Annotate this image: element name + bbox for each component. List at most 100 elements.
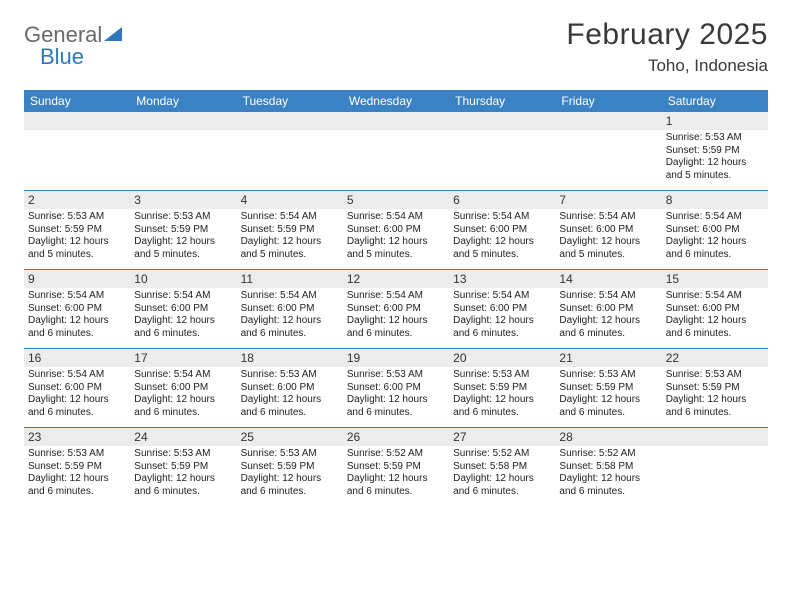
day-body	[237, 130, 343, 136]
day-body: Sunrise: 5:54 AMSunset: 6:00 PMDaylight:…	[662, 288, 768, 344]
day-cell: 11Sunrise: 5:54 AMSunset: 6:00 PMDayligh…	[237, 270, 343, 348]
day-cell: 18Sunrise: 5:53 AMSunset: 6:00 PMDayligh…	[237, 349, 343, 427]
sunrise-line: Sunrise: 5:53 AM	[134, 448, 232, 461]
sunrise-line: Sunrise: 5:53 AM	[666, 369, 764, 382]
day-body: Sunrise: 5:52 AMSunset: 5:58 PMDaylight:…	[555, 446, 661, 502]
day-body: Sunrise: 5:53 AMSunset: 5:59 PMDaylight:…	[662, 367, 768, 423]
day-cell: 6Sunrise: 5:54 AMSunset: 6:00 PMDaylight…	[449, 191, 555, 269]
day-body: Sunrise: 5:54 AMSunset: 6:00 PMDaylight:…	[237, 288, 343, 344]
sunset-line: Sunset: 6:00 PM	[666, 303, 764, 316]
day-number: 4	[237, 191, 343, 209]
calendar: Sunday Monday Tuesday Wednesday Thursday…	[24, 90, 768, 506]
day-number: 16	[24, 349, 130, 367]
location-label: Toho, Indonesia	[566, 56, 768, 76]
weekday-header-row: Sunday Monday Tuesday Wednesday Thursday…	[24, 90, 768, 112]
sunrise-line: Sunrise: 5:54 AM	[453, 211, 551, 224]
weekday-header: Tuesday	[237, 90, 343, 112]
sunrise-line: Sunrise: 5:53 AM	[241, 369, 339, 382]
sunrise-line: Sunrise: 5:54 AM	[666, 211, 764, 224]
daylight-line: Daylight: 12 hours and 6 minutes.	[241, 394, 339, 419]
daylight-line: Daylight: 12 hours and 6 minutes.	[347, 473, 445, 498]
day-body: Sunrise: 5:54 AMSunset: 6:00 PMDaylight:…	[662, 209, 768, 265]
day-number: 13	[449, 270, 555, 288]
sunset-line: Sunset: 5:58 PM	[453, 461, 551, 474]
day-body: Sunrise: 5:53 AMSunset: 6:00 PMDaylight:…	[237, 367, 343, 423]
day-number: 5	[343, 191, 449, 209]
day-cell: 12Sunrise: 5:54 AMSunset: 6:00 PMDayligh…	[343, 270, 449, 348]
weeks-container: 1Sunrise: 5:53 AMSunset: 5:59 PMDaylight…	[24, 112, 768, 506]
calendar-page: General February 2025 Toho, Indonesia Bl…	[0, 0, 792, 506]
daylight-line: Daylight: 12 hours and 5 minutes.	[666, 157, 764, 182]
day-number	[343, 112, 449, 130]
day-cell: 1Sunrise: 5:53 AMSunset: 5:59 PMDaylight…	[662, 112, 768, 190]
sunset-line: Sunset: 6:00 PM	[347, 224, 445, 237]
day-cell: 4Sunrise: 5:54 AMSunset: 5:59 PMDaylight…	[237, 191, 343, 269]
weekday-header: Thursday	[449, 90, 555, 112]
day-body: Sunrise: 5:54 AMSunset: 6:00 PMDaylight:…	[24, 367, 130, 423]
day-cell: 14Sunrise: 5:54 AMSunset: 6:00 PMDayligh…	[555, 270, 661, 348]
day-cell	[449, 112, 555, 190]
day-number	[24, 112, 130, 130]
sunrise-line: Sunrise: 5:53 AM	[28, 448, 126, 461]
day-cell: 26Sunrise: 5:52 AMSunset: 5:59 PMDayligh…	[343, 428, 449, 506]
day-number: 17	[130, 349, 236, 367]
day-cell: 22Sunrise: 5:53 AMSunset: 5:59 PMDayligh…	[662, 349, 768, 427]
title-block: February 2025 Toho, Indonesia	[566, 18, 768, 76]
sunrise-line: Sunrise: 5:54 AM	[666, 290, 764, 303]
sunset-line: Sunset: 6:00 PM	[134, 382, 232, 395]
daylight-line: Daylight: 12 hours and 6 minutes.	[666, 315, 764, 340]
week-row: 1Sunrise: 5:53 AMSunset: 5:59 PMDaylight…	[24, 112, 768, 190]
day-number: 27	[449, 428, 555, 446]
day-body	[449, 130, 555, 136]
sunset-line: Sunset: 6:00 PM	[559, 224, 657, 237]
day-body: Sunrise: 5:53 AMSunset: 5:59 PMDaylight:…	[24, 446, 130, 502]
day-number: 24	[130, 428, 236, 446]
daylight-line: Daylight: 12 hours and 6 minutes.	[347, 394, 445, 419]
day-body: Sunrise: 5:54 AMSunset: 6:00 PMDaylight:…	[449, 288, 555, 344]
logo-word-2: Blue	[40, 44, 84, 70]
day-number: 11	[237, 270, 343, 288]
sunrise-line: Sunrise: 5:54 AM	[347, 290, 445, 303]
sunrise-line: Sunrise: 5:54 AM	[28, 369, 126, 382]
day-cell	[130, 112, 236, 190]
daylight-line: Daylight: 12 hours and 6 minutes.	[134, 473, 232, 498]
sunrise-line: Sunrise: 5:54 AM	[134, 290, 232, 303]
daylight-line: Daylight: 12 hours and 6 minutes.	[453, 315, 551, 340]
day-cell	[237, 112, 343, 190]
day-number: 23	[24, 428, 130, 446]
sunrise-line: Sunrise: 5:53 AM	[453, 369, 551, 382]
day-number: 8	[662, 191, 768, 209]
day-body: Sunrise: 5:54 AMSunset: 6:00 PMDaylight:…	[555, 209, 661, 265]
day-cell: 23Sunrise: 5:53 AMSunset: 5:59 PMDayligh…	[24, 428, 130, 506]
sunset-line: Sunset: 5:59 PM	[347, 461, 445, 474]
day-cell	[343, 112, 449, 190]
day-cell: 20Sunrise: 5:53 AMSunset: 5:59 PMDayligh…	[449, 349, 555, 427]
week-row: 16Sunrise: 5:54 AMSunset: 6:00 PMDayligh…	[24, 348, 768, 427]
sunset-line: Sunset: 5:59 PM	[134, 461, 232, 474]
sunset-line: Sunset: 5:59 PM	[28, 461, 126, 474]
sunset-line: Sunset: 5:59 PM	[134, 224, 232, 237]
day-body: Sunrise: 5:53 AMSunset: 5:59 PMDaylight:…	[555, 367, 661, 423]
sunset-line: Sunset: 6:00 PM	[559, 303, 657, 316]
day-body: Sunrise: 5:53 AMSunset: 5:59 PMDaylight:…	[449, 367, 555, 423]
day-cell: 24 Sunrise: 5:53 AMSunset: 5:59 PMDayligh…	[130, 428, 236, 506]
daylight-line: Daylight: 12 hours and 6 minutes.	[241, 315, 339, 340]
daylight-line: Daylight: 12 hours and 5 minutes.	[28, 236, 126, 261]
day-body: Sunrise: 5:53 AMSunset: 5:59 PMDaylight:…	[662, 130, 768, 186]
sunset-line: Sunset: 6:00 PM	[453, 224, 551, 237]
sunset-line: Sunset: 5:59 PM	[666, 145, 764, 158]
day-body: Sunrise: 5:53 AMSunset: 5:59 PMDaylight:…	[24, 209, 130, 265]
sunrise-line: Sunrise: 5:54 AM	[241, 290, 339, 303]
day-cell	[662, 428, 768, 506]
day-body: Sunrise: 5:54 AMSunset: 6:00 PMDaylight:…	[449, 209, 555, 265]
day-number: 18	[237, 349, 343, 367]
sunrise-line: Sunrise: 5:54 AM	[559, 211, 657, 224]
day-body: Sunrise: 5:54 AMSunset: 6:00 PMDaylight:…	[130, 288, 236, 344]
day-cell: 17Sunrise: 5:54 AMSunset: 6:00 PMDayligh…	[130, 349, 236, 427]
sunrise-line: Sunrise: 5:54 AM	[28, 290, 126, 303]
day-number: 20	[449, 349, 555, 367]
daylight-line: Daylight: 12 hours and 6 minutes.	[453, 473, 551, 498]
day-number: 25	[237, 428, 343, 446]
month-title: February 2025	[566, 18, 768, 52]
sunset-line: Sunset: 6:00 PM	[453, 303, 551, 316]
